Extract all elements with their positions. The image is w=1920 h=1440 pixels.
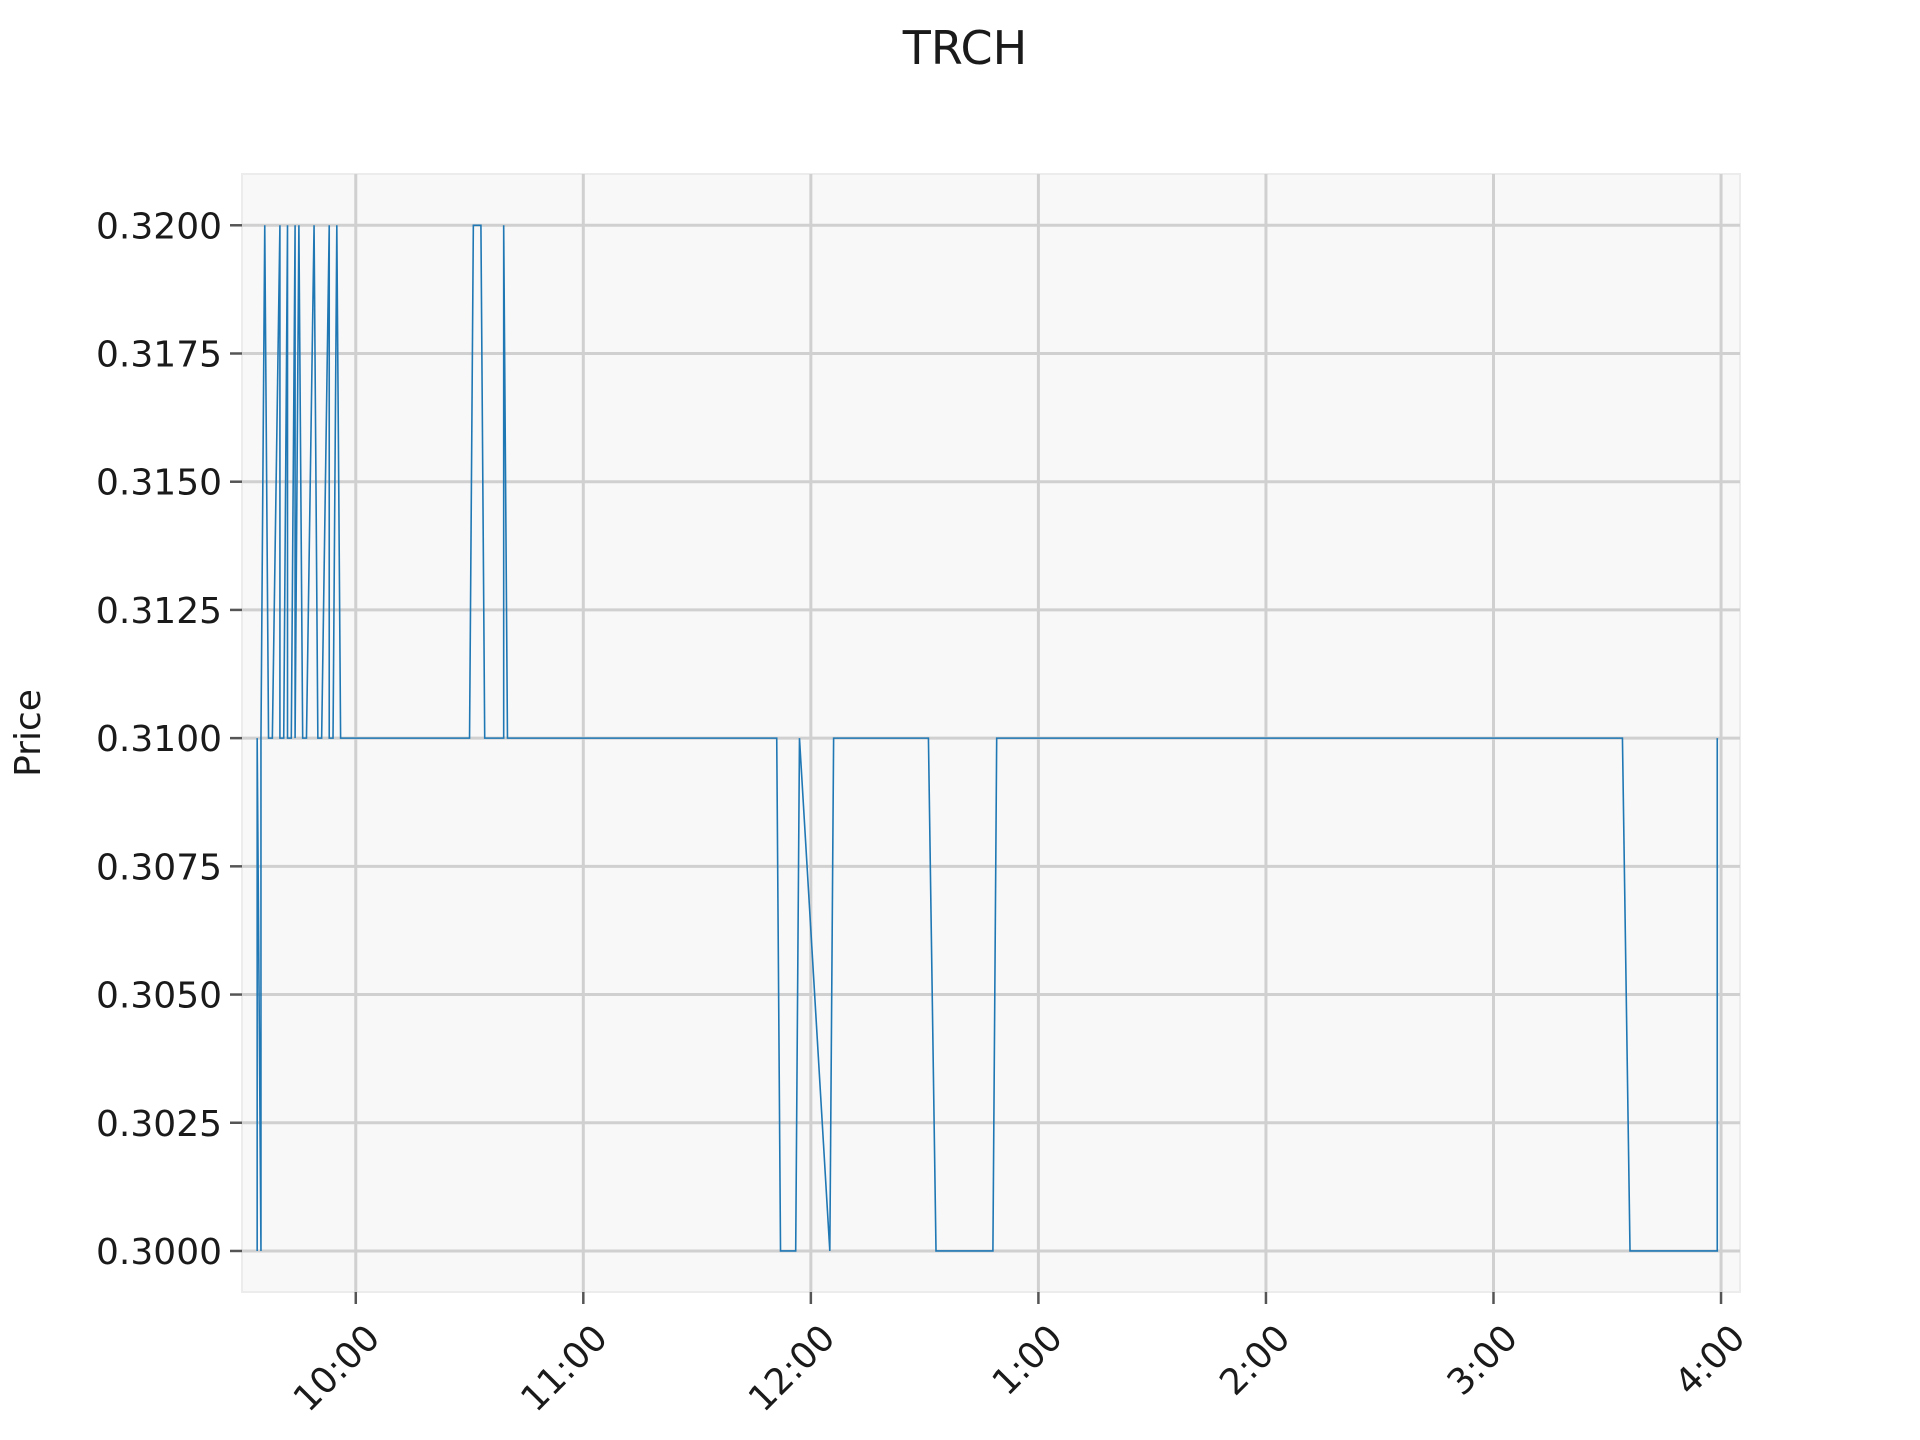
- y-tick-label: 0.3150: [96, 463, 222, 504]
- plot-area: [241, 173, 1741, 1293]
- x-tick-label: 2:00: [1212, 1317, 1298, 1403]
- y-tick-label: 0.3175: [96, 334, 222, 375]
- series-line: [256, 224, 1719, 1252]
- y-tick-label: 0.3075: [96, 847, 222, 888]
- chart-title: TRCH: [902, 21, 1027, 75]
- x-tick-label: 12:00: [741, 1317, 843, 1419]
- y-tick-label: 0.3200: [96, 206, 222, 247]
- x-tick-label: 3:00: [1440, 1317, 1526, 1403]
- series-layer: [256, 224, 1719, 1252]
- y-tick-label: 0.3000: [96, 1232, 222, 1273]
- y-tick-label: 0.3125: [96, 591, 222, 632]
- x-tick-label: 1:00: [985, 1317, 1071, 1403]
- y-tick-label: 0.3025: [96, 1104, 222, 1145]
- y-tick-label: 0.3050: [96, 976, 222, 1017]
- x-tick-label: 11:00: [513, 1317, 615, 1419]
- grid: [242, 174, 1740, 1292]
- y-tick-label: 0.3100: [96, 719, 222, 760]
- x-tick-label: 10:00: [286, 1317, 388, 1419]
- y-axis-label: Price: [8, 689, 49, 777]
- x-tick-label: 4:00: [1667, 1317, 1753, 1403]
